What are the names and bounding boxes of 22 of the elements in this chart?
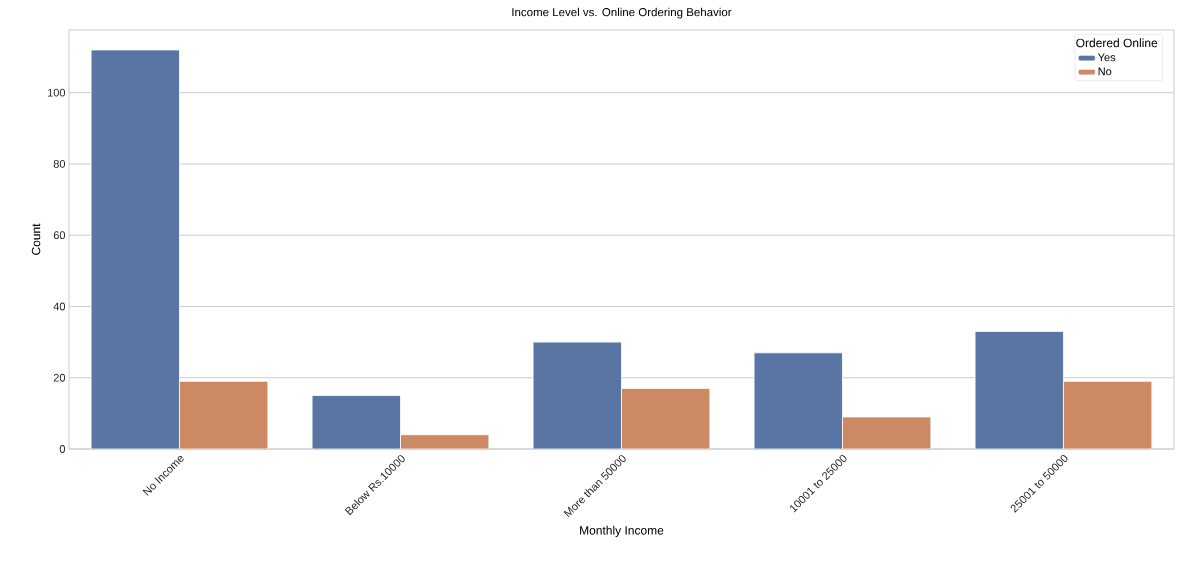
legend-label: Yes — [1097, 53, 1116, 62]
bar — [842, 416, 932, 449]
bar — [179, 380, 269, 449]
chart-title: Income Level vs. Online Ordering Behavior — [512, 7, 732, 19]
bar — [532, 341, 622, 449]
bar — [621, 388, 711, 449]
bar — [753, 352, 843, 449]
bar — [974, 331, 1064, 449]
bar — [400, 434, 489, 449]
bar — [1063, 380, 1153, 449]
y-tick-label: 100 — [47, 88, 66, 97]
y-tick-label: 20 — [53, 373, 66, 382]
y-tick-label: 80 — [53, 160, 66, 168]
x-axis-title: Monthly Income — [580, 525, 664, 537]
bar — [90, 49, 180, 449]
legend-title: Ordered Online — [1076, 38, 1158, 48]
y-axis-title: Count — [31, 223, 41, 255]
y-tick-label: 40 — [53, 302, 66, 311]
y-tick-label: 0 — [59, 445, 66, 453]
y-tick-label: 60 — [53, 231, 66, 240]
legend-label: No — [1098, 67, 1112, 76]
bar — [312, 395, 401, 449]
